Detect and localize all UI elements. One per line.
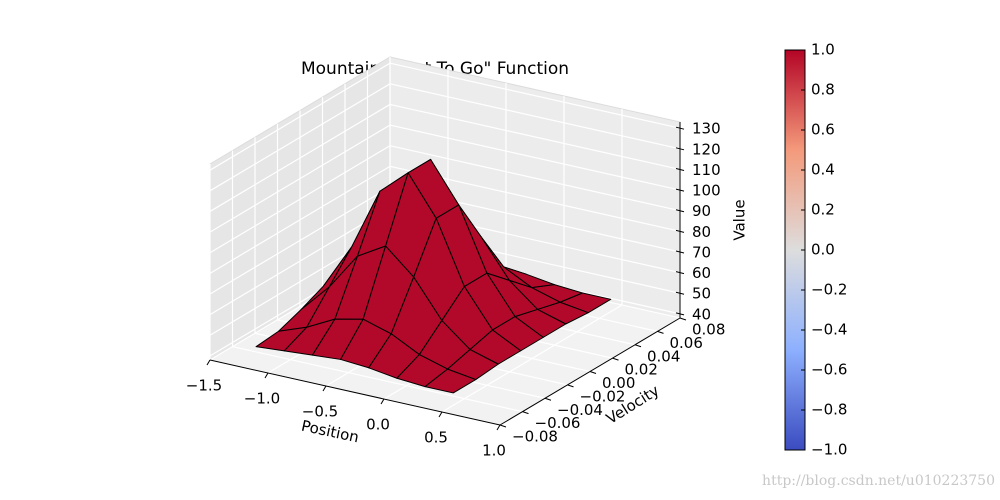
- tick-mark: [522, 411, 529, 415]
- colorbar-tick-label: 0.0: [811, 241, 835, 259]
- x-tick-label: −0.5: [302, 403, 338, 421]
- tick-mark: [499, 424, 507, 428]
- grid-line: [389, 62, 681, 129]
- tick-mark: [589, 371, 597, 374]
- tick-mark: [380, 398, 385, 405]
- tick-mark: [206, 359, 211, 366]
- x-tick-label: 0.0: [366, 416, 390, 434]
- grid-line: [389, 103, 681, 171]
- grid-line: [209, 124, 391, 233]
- grid-line: [232, 346, 523, 413]
- tick-mark: [657, 330, 664, 334]
- watermark: http://blog.csdn.net/u010223750: [762, 473, 995, 489]
- y-tick-label: −0.04: [557, 401, 603, 419]
- colorbar-tick-label: 0.4: [811, 161, 835, 179]
- y-tick-label: −0.02: [580, 387, 626, 405]
- grid-line: [209, 62, 391, 171]
- grid-line: [209, 83, 391, 192]
- tick-mark: [438, 411, 443, 418]
- x-tick-label: 1.0: [482, 442, 506, 460]
- colorbar-tick-label: −0.4: [811, 321, 847, 339]
- z-tick-label: 40: [692, 305, 711, 323]
- z-tick-label: 90: [692, 202, 711, 220]
- z-tick-label: 60: [692, 264, 711, 282]
- z-tick-label: 100: [692, 182, 721, 200]
- y-tick-label: −0.06: [535, 414, 581, 432]
- x-tick-label: −1.5: [186, 377, 222, 395]
- grid-line: [389, 124, 681, 191]
- z-tick-label: 130: [692, 120, 721, 138]
- tick-mark: [322, 385, 327, 392]
- axis-line: [209, 359, 501, 426]
- tick-mark: [612, 357, 619, 361]
- axis-line: [499, 317, 681, 426]
- tick-mark: [634, 344, 642, 348]
- grid-line: [389, 145, 681, 212]
- grid-line: [209, 207, 391, 316]
- y-tick-label: 0.02: [625, 361, 658, 379]
- tick-mark: [496, 424, 501, 431]
- colorbar-tick-label: −0.8: [811, 401, 847, 419]
- surface-patch: [424, 368, 477, 394]
- tick-mark: [679, 317, 687, 321]
- grid-line: [209, 145, 391, 254]
- z-tick-label: 80: [692, 223, 711, 241]
- grid-line: [389, 83, 681, 150]
- tick-mark: [567, 384, 574, 388]
- grid-line: [209, 165, 391, 274]
- z-tick-label: 70: [692, 243, 711, 261]
- colorbar-tick-label: −1.0: [811, 441, 847, 459]
- colorbar-tick-label: 0.8: [811, 81, 835, 99]
- colorbar-tick-label: 0.2: [811, 201, 835, 219]
- y-tick-label: 0.08: [692, 321, 725, 339]
- z-tick-label: 50: [692, 285, 711, 303]
- grid-line: [209, 103, 391, 212]
- y-tick-label: 0.04: [647, 347, 680, 365]
- z-tick-label: 110: [692, 161, 721, 179]
- grid-line: [209, 186, 391, 295]
- tick-mark: [264, 372, 269, 379]
- colorbar-tick-label: −0.2: [811, 281, 847, 299]
- tick-mark: [544, 397, 552, 401]
- y-tick-label: 0.06: [670, 334, 703, 352]
- z-tick-label: 120: [692, 140, 721, 158]
- x-tick-label: 0.5: [424, 429, 448, 447]
- colorbar-tick-label: 1.0: [811, 41, 835, 59]
- colorbar-tick-label: 0.6: [811, 121, 835, 139]
- z-axis-label: Value: [731, 199, 749, 240]
- colorbar-tick-label: −0.6: [811, 361, 847, 379]
- y-tick-label: 0.00: [602, 374, 635, 392]
- y-tick-label: −0.08: [512, 428, 558, 446]
- x-axis-label: Position: [300, 417, 361, 447]
- x-tick-label: −1.0: [244, 390, 280, 408]
